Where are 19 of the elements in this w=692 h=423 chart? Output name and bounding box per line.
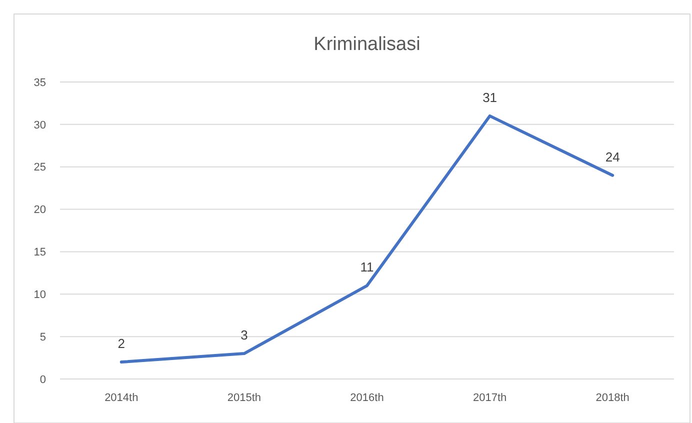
x-tick-label: 2018th (596, 392, 630, 404)
y-tick-label: 15 (34, 246, 46, 259)
x-tick-label: 2014th (104, 392, 138, 404)
x-tick-label: 2017th (472, 392, 507, 404)
x-tick-label: 2015th (227, 392, 262, 404)
y-tick-label: 25 (34, 162, 46, 174)
data-label: 3 (240, 328, 248, 343)
data-label: 24 (605, 149, 620, 164)
data-label: 31 (482, 90, 498, 105)
x-tick-label: 2016th (350, 392, 384, 404)
chart-title: Kriminalisasi (314, 34, 420, 55)
y-tick-label: 10 (34, 288, 46, 301)
data-label: 2 (118, 336, 126, 352)
data-label: 11 (360, 260, 374, 275)
y-tick-label: 35 (34, 76, 46, 89)
y-tick-label: 5 (40, 331, 46, 344)
y-tick-label: 20 (34, 204, 46, 216)
y-tick-label: 0 (40, 374, 46, 386)
y-tick-label: 30 (34, 119, 46, 132)
